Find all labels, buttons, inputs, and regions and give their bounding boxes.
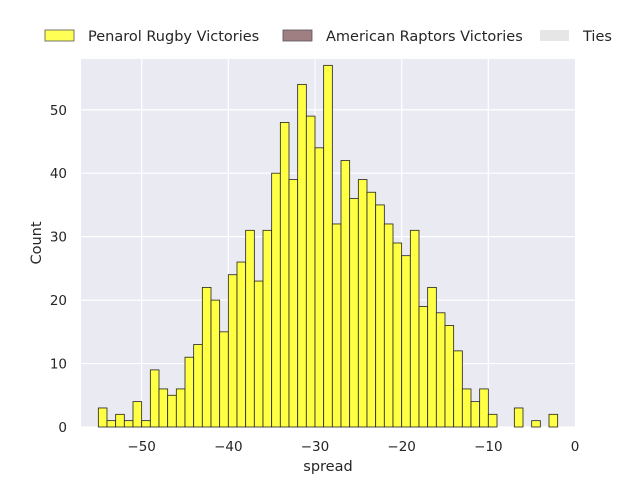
histogram-bar xyxy=(383,223,394,428)
histogram-bar xyxy=(314,147,325,428)
legend-swatch xyxy=(282,29,313,42)
histogram-bar xyxy=(115,413,125,428)
legend-label: Ties xyxy=(582,29,612,45)
histogram-bar xyxy=(444,325,455,428)
histogram-bar xyxy=(409,229,420,428)
histogram-bar xyxy=(349,198,359,428)
x-tick-label: −30 xyxy=(301,439,330,455)
histogram-bar xyxy=(401,255,411,428)
histogram-bar xyxy=(392,242,403,428)
histogram-bar xyxy=(253,280,264,428)
histogram-bar xyxy=(167,394,177,428)
histogram-bar xyxy=(531,420,541,428)
y-tick-label: 10 xyxy=(50,357,67,373)
legend-label: Penarol Rugby Victories xyxy=(88,29,259,45)
y-tick-label: 40 xyxy=(50,166,67,182)
histogram-bar xyxy=(132,401,143,428)
histogram-bar xyxy=(357,179,368,428)
histogram-bar xyxy=(418,306,429,428)
histogram-bar xyxy=(340,160,351,428)
histogram-bar xyxy=(453,350,463,428)
bars xyxy=(97,64,559,428)
histogram-bar xyxy=(288,179,299,428)
x-axis-ticks: −50 −40 −30 −20 −10 0 xyxy=(127,439,579,455)
legend-swatch xyxy=(44,29,75,42)
legend: Penarol Rugby Victories American Raptors … xyxy=(44,29,612,45)
legend-swatch xyxy=(540,30,569,41)
y-tick-label: 20 xyxy=(50,293,67,309)
y-tick-label: 30 xyxy=(50,230,67,246)
histogram-bar xyxy=(236,261,247,428)
histogram-bar xyxy=(366,191,377,428)
x-axis-label: spread xyxy=(303,459,352,475)
histogram-bar xyxy=(271,172,281,428)
histogram-bar xyxy=(297,83,307,428)
y-axis-ticks: 0 10 20 30 40 50 xyxy=(50,103,67,436)
x-tick-label: −40 xyxy=(214,439,243,455)
x-tick-label: −50 xyxy=(127,439,156,455)
legend-item: Ties xyxy=(540,29,612,45)
y-tick-label: 0 xyxy=(58,420,67,436)
histogram-bar xyxy=(487,413,498,428)
histogram-bar xyxy=(427,287,437,428)
histogram-bar xyxy=(305,115,316,428)
histogram-bar xyxy=(193,344,203,428)
histogram-bar xyxy=(97,407,108,428)
histogram-bar xyxy=(149,369,160,428)
histogram-bar xyxy=(435,312,446,428)
legend-item: American Raptors Victories xyxy=(282,29,523,45)
histogram-bar xyxy=(201,287,212,428)
histogram-bar xyxy=(175,388,186,428)
histogram-bar xyxy=(479,388,489,428)
histogram-bar xyxy=(331,223,342,428)
x-tick-label: 0 xyxy=(571,439,580,455)
histogram-bar xyxy=(141,420,151,428)
histogram-bar xyxy=(245,229,255,428)
histogram-bar xyxy=(123,420,134,428)
histogram-bar xyxy=(227,274,238,428)
histogram-bar xyxy=(184,356,195,428)
histogram-bar xyxy=(323,64,333,428)
histogram-bar xyxy=(158,388,169,428)
histogram-bar xyxy=(106,420,117,428)
histogram-bar xyxy=(210,299,221,428)
x-tick-label: −10 xyxy=(474,439,503,455)
histogram-bar xyxy=(461,388,472,428)
histogram-bar xyxy=(219,331,229,428)
histogram-bar xyxy=(375,204,385,428)
histogram-bar xyxy=(262,229,273,428)
y-tick-label: 50 xyxy=(50,103,67,119)
legend-label: American Raptors Victories xyxy=(326,29,523,45)
x-tick-label: −20 xyxy=(387,439,416,455)
histogram-bar xyxy=(548,413,559,428)
y-axis-label: Count xyxy=(29,221,45,264)
histogram-bar xyxy=(470,401,481,428)
histogram-bar xyxy=(279,122,290,428)
legend-item: Penarol Rugby Victories xyxy=(44,29,259,45)
histogram-bar xyxy=(513,407,524,428)
